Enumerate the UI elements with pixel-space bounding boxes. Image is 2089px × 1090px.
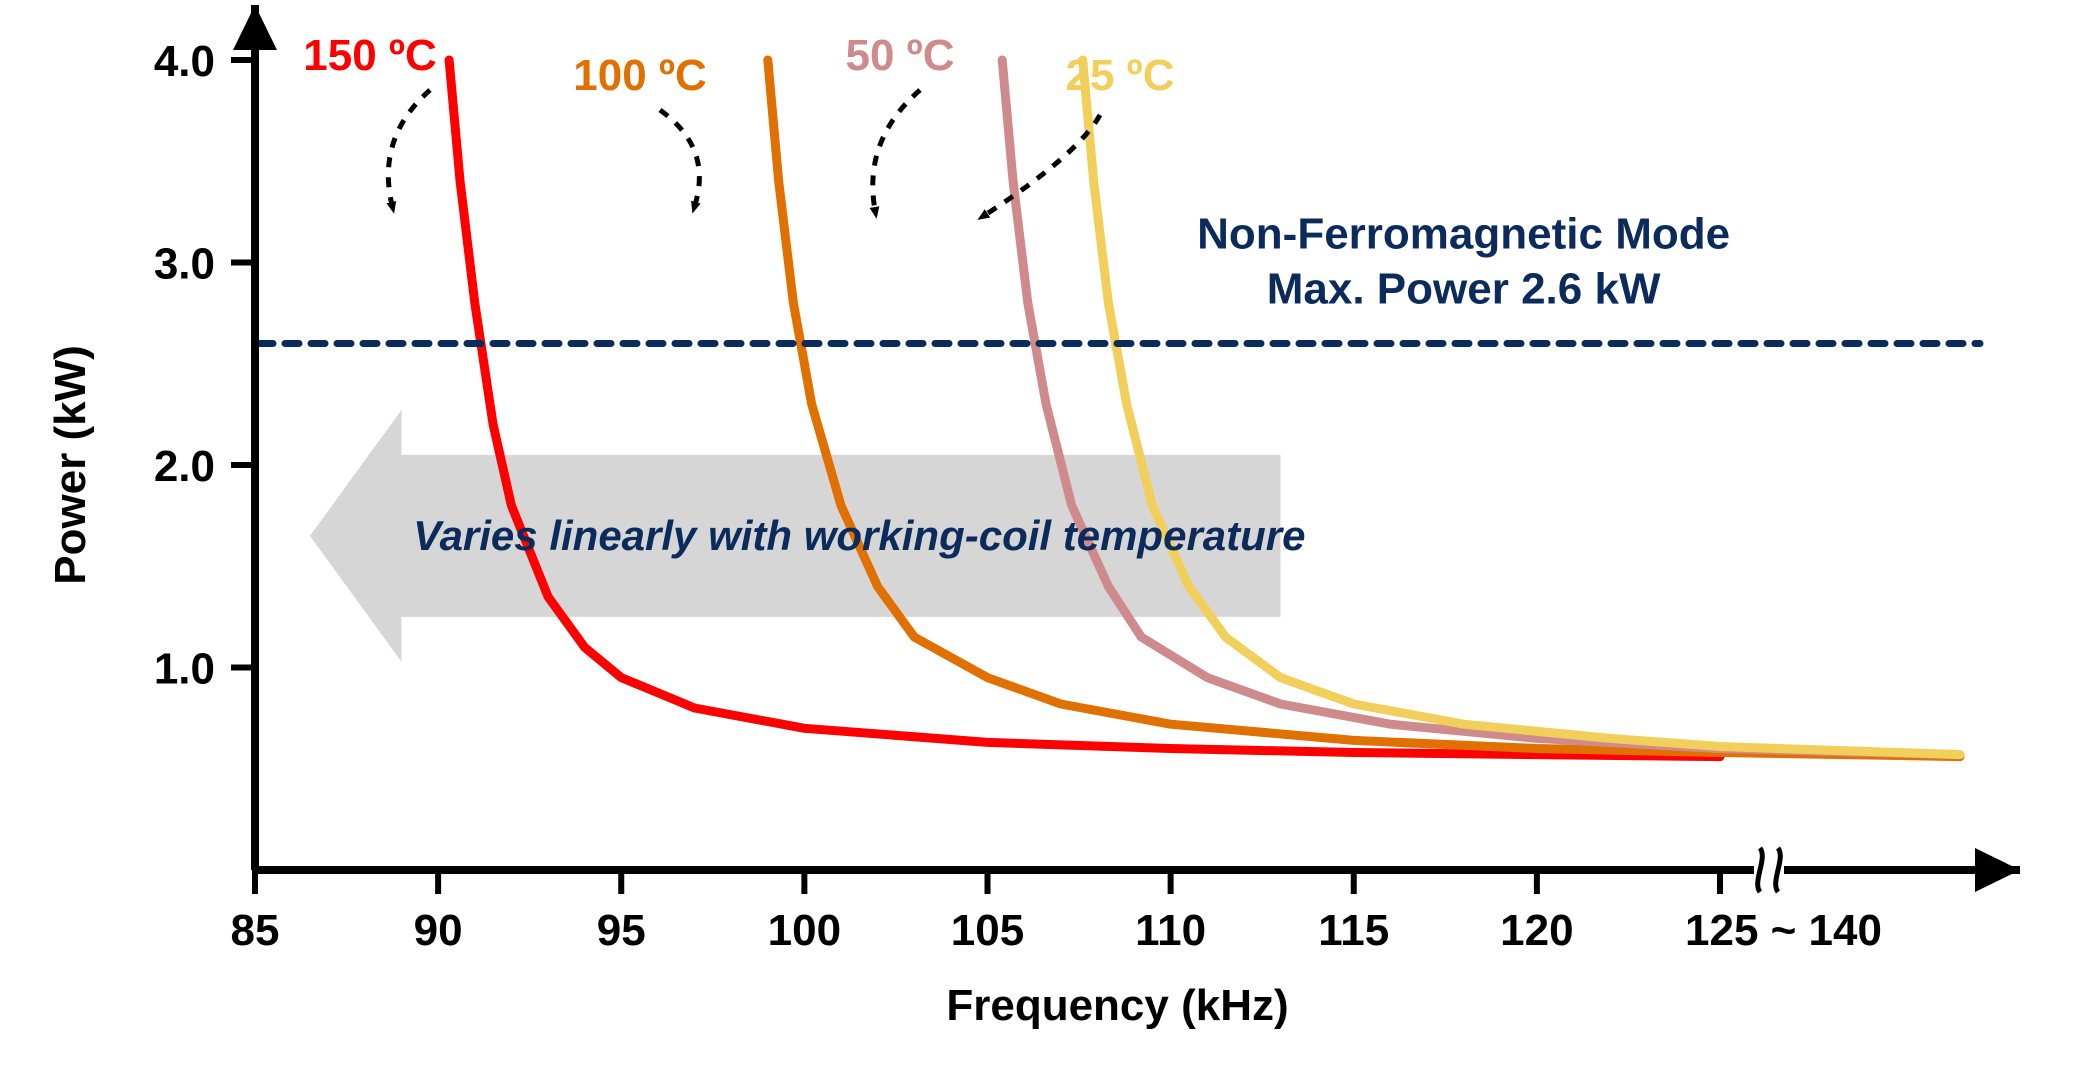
curve-label-c25: 25 ºC [1065,51,1174,100]
y-tick-label: 4.0 [154,37,215,86]
x-tick-label: 90 [414,906,463,955]
x-tick-label: 105 [951,906,1024,955]
curve-c50 [1002,60,1960,755]
callout-arrow-c50 [873,90,920,210]
linear-variation-label: Varies linearly with working-coil temper… [413,512,1305,559]
y-tick-label: 3.0 [154,240,215,289]
mode-label-line1: Non-Ferromagnetic Mode [1197,210,1730,259]
x-tick-label: 125 ~ 140 [1685,906,1882,955]
x-tick-label: 120 [1500,906,1573,955]
callout-arrow-c25 [985,115,1100,215]
mode-label-line2: Max. Power 2.6 kW [1267,265,1661,314]
x-tick-label: 95 [597,906,646,955]
chart-svg: Non-Ferromagnetic Mode Max. Power 2.6 kW V… [0,0,2089,1090]
axis-break-icon [1776,848,1781,892]
y-tick-label: 1.0 [154,645,215,694]
callout-arrow-c150 [388,90,430,205]
curve-c100 [768,60,1960,757]
curve-label-c150: 150 ºC [303,31,436,80]
power-frequency-chart: Non-Ferromagnetic Mode Max. Power 2.6 kW V… [0,0,2089,1090]
x-tick-label: 115 [1318,906,1389,955]
callout-arrow-c100 [660,110,699,205]
axis-break-icon [1758,848,1763,892]
y-tick-label: 2.0 [154,442,215,491]
curve-label-c100: 100 ºC [573,51,706,100]
x-tick-label: 85 [231,906,280,955]
y-axis-arrow-icon [233,5,277,50]
x-tick-label: 100 [768,906,841,955]
curve-label-c50: 50 ºC [845,31,954,80]
x-tick-label: 110 [1135,906,1206,955]
curve-c150 [449,60,1720,757]
curve-c25 [1083,60,1960,755]
x-axis-arrow-icon [1975,848,2020,892]
x-axis-label: Frequency (kHz) [946,981,1288,1030]
y-axis-label: Power (kW) [46,345,95,585]
